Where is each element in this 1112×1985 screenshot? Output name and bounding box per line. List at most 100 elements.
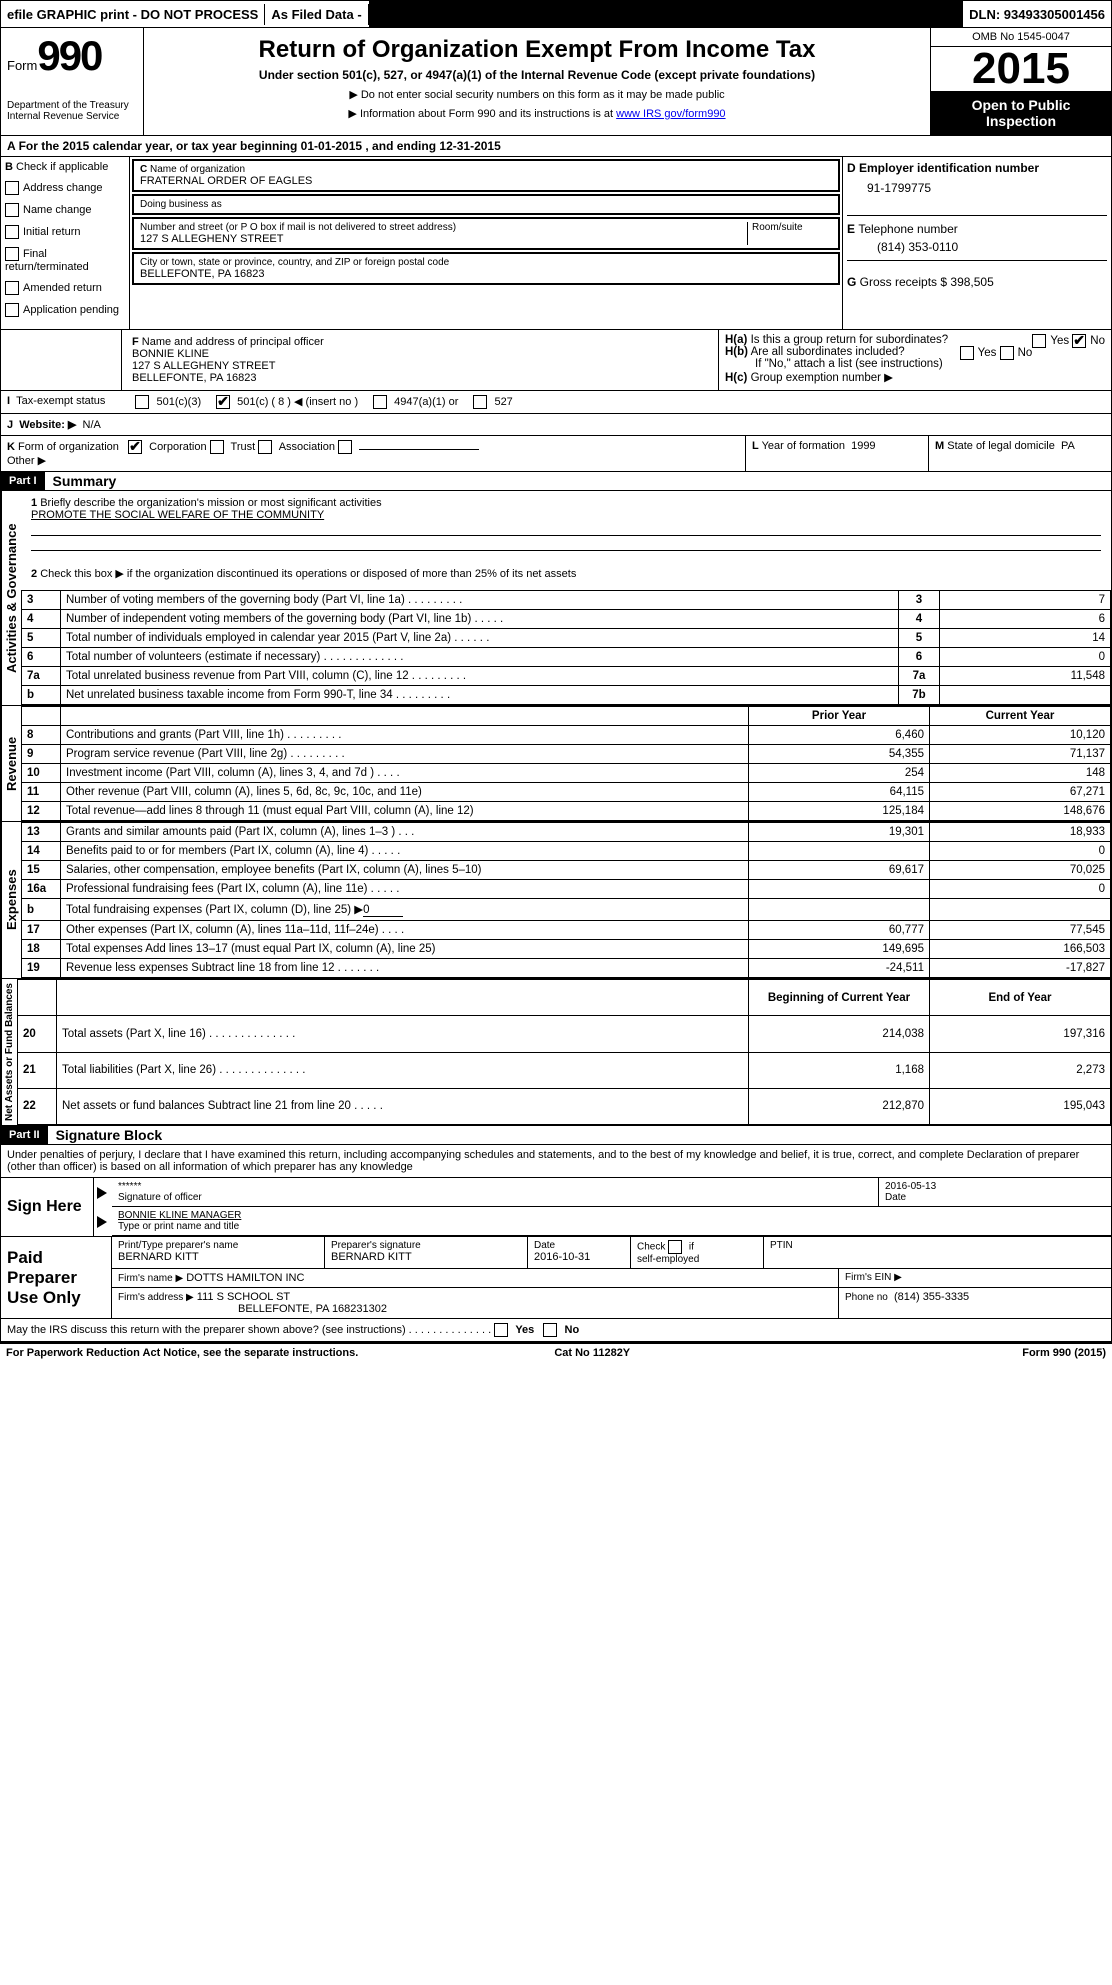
- firm-city: BELLEFONTE, PA 168231302: [118, 1303, 387, 1315]
- line-text: Net unrelated business taxable income fr…: [61, 686, 899, 705]
- asfiled: As Filed Data -: [265, 4, 368, 25]
- hc: Group exemption number ▶: [751, 372, 893, 384]
- line-no: 17: [22, 921, 61, 940]
- firm-name: DOTTS HAMILTON INC: [186, 1272, 304, 1284]
- self-emp-chk[interactable]: [668, 1240, 682, 1254]
- b-check[interactable]: [5, 303, 19, 317]
- b-check[interactable]: [5, 225, 19, 239]
- line-no: 3: [22, 591, 61, 610]
- line-val: 6: [940, 610, 1111, 629]
- officer-addr1: 127 S ALLEGHENY STREET: [132, 360, 708, 372]
- k-trust[interactable]: [210, 440, 224, 454]
- i-opt[interactable]: [373, 395, 387, 409]
- room-label: Room/suite: [752, 222, 832, 233]
- netassets-block: Net Assets or Fund Balances Beginning of…: [0, 979, 1112, 1126]
- ha-yes[interactable]: [1032, 334, 1046, 348]
- k-label: Form of organization: [18, 441, 119, 453]
- b-check[interactable]: [5, 247, 19, 261]
- line-text: Total fundraising expenses (Part IX, col…: [61, 899, 749, 921]
- city: BELLEFONTE, PA 16823: [140, 268, 832, 280]
- i-opt[interactable]: [135, 395, 149, 409]
- paid-label: Paid Preparer Use Only: [1, 1237, 112, 1318]
- yes-label: Yes: [1050, 335, 1069, 347]
- b-check[interactable]: [5, 203, 19, 217]
- tax-year: 2015: [931, 47, 1111, 91]
- i-opt[interactable]: [473, 395, 487, 409]
- line-no: 13: [22, 823, 61, 842]
- cy-val: -17,827: [930, 959, 1111, 978]
- discuss-no[interactable]: [543, 1323, 557, 1337]
- line-no: 9: [22, 745, 61, 764]
- e-label: Telephone number: [858, 222, 957, 236]
- g-label: Gross receipts $: [860, 275, 947, 289]
- b-item: Amended return: [23, 282, 102, 294]
- b-check[interactable]: [5, 181, 19, 195]
- i-opt[interactable]: [216, 395, 230, 409]
- city-label: City or town, state or province, country…: [140, 257, 832, 268]
- discuss-yes[interactable]: [494, 1323, 508, 1337]
- b-item: Name change: [23, 204, 92, 216]
- prep-date: 2016-10-31: [534, 1251, 624, 1263]
- website: N/A: [83, 419, 101, 431]
- h-note: If "No," attach a list (see instructions…: [725, 358, 1105, 370]
- footer-990: 990: [1053, 1347, 1071, 1359]
- k-trust-lbl: Trust: [231, 441, 256, 453]
- line-ref: 6: [899, 648, 940, 667]
- part1-title: Summary: [45, 473, 117, 489]
- cy-val: 71,137: [930, 745, 1111, 764]
- officer-name: BONNIE KLINE: [132, 348, 708, 360]
- b-check[interactable]: [5, 281, 19, 295]
- line-val: 11,548: [940, 667, 1111, 686]
- dept-irs: Internal Revenue Service: [7, 111, 137, 122]
- discuss-text: May the IRS discuss this return with the…: [7, 1324, 491, 1336]
- line-no: 7a: [22, 667, 61, 686]
- form-label: Form990: [7, 32, 137, 80]
- sig-date: 2016-05-13: [885, 1181, 1105, 1192]
- cy-val: 10,120: [930, 726, 1111, 745]
- hb-no[interactable]: [1000, 346, 1014, 360]
- b-title: Check if applicable: [16, 161, 108, 173]
- l1: Briefly describe the organization's miss…: [40, 497, 381, 509]
- identity-block: B Check if applicable Address changeName…: [0, 157, 1112, 330]
- sig-redacted: ******: [118, 1181, 872, 1192]
- street-label: Number and street (or P O box if mail is…: [140, 222, 747, 233]
- line-text: Total number of individuals employed in …: [61, 629, 899, 648]
- j-label: Website: ▶: [19, 419, 76, 431]
- footer-year: (2015): [1074, 1347, 1106, 1359]
- firm-phone: (814) 355-3335: [894, 1291, 969, 1303]
- sig-label: Signature of officer: [118, 1192, 872, 1203]
- part2-label: Part II: [1, 1126, 48, 1144]
- c-label: Name of organization: [150, 164, 245, 175]
- irs-link[interactable]: www IRS gov/form990: [616, 108, 725, 120]
- netassets-table: Beginning of Current YearEnd of Year20To…: [17, 979, 1111, 1125]
- phone: (814) 353-0110: [847, 236, 1107, 254]
- col-c: C Name of organization FRATERNAL ORDER O…: [130, 157, 842, 329]
- firm-ein: Firm's EIN ▶: [839, 1269, 1111, 1287]
- ag-table: 3Number of voting members of the governi…: [21, 590, 1111, 705]
- footer-left: For Paperwork Reduction Act Notice, see …: [6, 1347, 358, 1359]
- cat-no: Cat No 11282Y: [554, 1347, 630, 1359]
- line-ref: 7b: [899, 686, 940, 705]
- line-text: Total unrelated business revenue from Pa…: [61, 667, 899, 686]
- k-assoc[interactable]: [258, 440, 272, 454]
- line-no: 6: [22, 648, 61, 667]
- firm-name-label: Firm's name ▶: [118, 1273, 183, 1284]
- org-name: FRATERNAL ORDER OF EAGLES: [140, 175, 832, 187]
- py-val: 69,617: [749, 861, 930, 880]
- ha: Is this a group return for subordinates?: [751, 334, 949, 346]
- k-other[interactable]: [338, 440, 352, 454]
- py-val: 254: [749, 764, 930, 783]
- b-item: Address change: [23, 182, 103, 194]
- line-text: Total expenses Add lines 13–17 (must equ…: [61, 940, 749, 959]
- py-val: [749, 899, 930, 921]
- hb-yes[interactable]: [960, 346, 974, 360]
- ha-no[interactable]: [1072, 334, 1086, 348]
- sign-here: Sign Here ****** Signature of officer 20…: [0, 1178, 1112, 1237]
- cy-val: 18,933: [930, 823, 1111, 842]
- line-ref: 3: [899, 591, 940, 610]
- k-corp[interactable]: [128, 440, 142, 454]
- line-ref: 4: [899, 610, 940, 629]
- k-assoc-lbl: Association: [279, 441, 335, 453]
- vtab-na: Net Assets or Fund Balances: [1, 979, 17, 1125]
- discuss-line: May the IRS discuss this return with the…: [0, 1319, 1112, 1342]
